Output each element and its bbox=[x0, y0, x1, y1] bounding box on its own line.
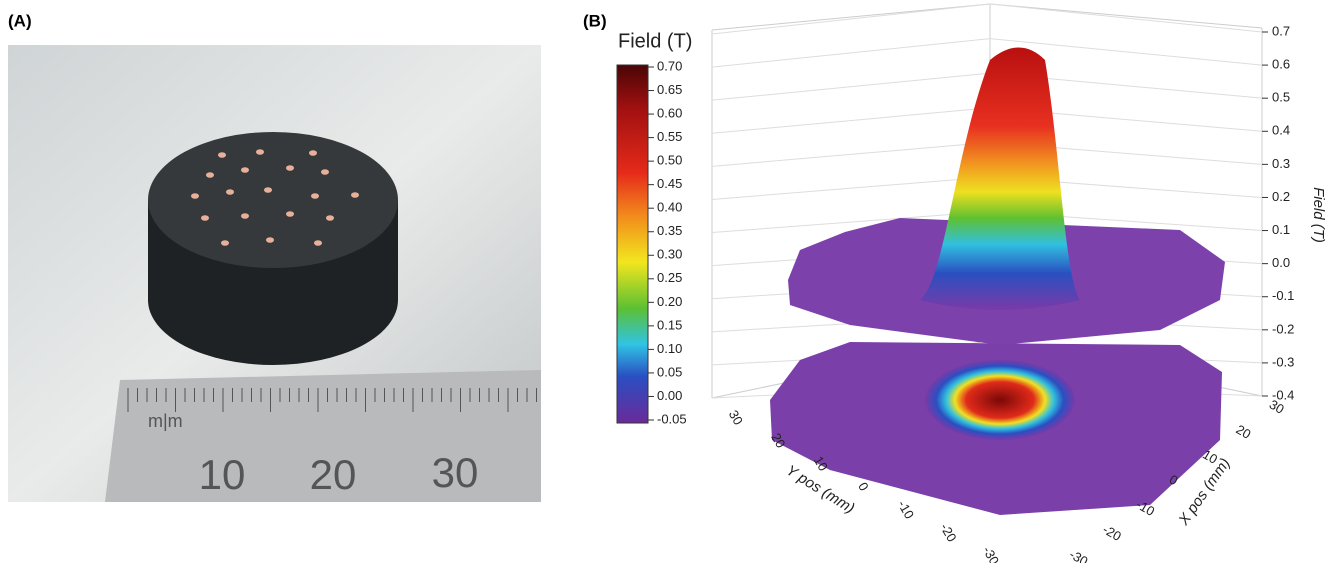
pin bbox=[314, 240, 322, 246]
grid-line bbox=[711, 211, 991, 234]
z-tick-label: -0.1 bbox=[1272, 288, 1294, 303]
pin bbox=[201, 215, 209, 221]
pin bbox=[311, 193, 319, 199]
z-tick-label: 0.7 bbox=[1272, 23, 1290, 38]
colorbar-tick-label: 0.40 bbox=[657, 200, 682, 215]
grid-line bbox=[711, 176, 991, 200]
ruler-label: m|m bbox=[148, 411, 183, 431]
colorbar bbox=[616, 64, 649, 424]
x-tick-label: 30 bbox=[1267, 397, 1287, 417]
panel-label: (B) bbox=[583, 11, 607, 30]
photo: m|m 10 20 30 bbox=[8, 45, 541, 502]
pin bbox=[206, 172, 214, 178]
grid-line bbox=[711, 141, 991, 167]
z-tick-label: 0.0 bbox=[1272, 255, 1290, 270]
y-tick-label: -20 bbox=[937, 521, 959, 545]
grid-line bbox=[711, 72, 991, 101]
z-tick-label: 0.1 bbox=[1272, 222, 1290, 237]
pin bbox=[351, 192, 359, 198]
z-tick-label: -0.2 bbox=[1272, 321, 1294, 336]
colorbar-tick-label: 0.00 bbox=[657, 388, 682, 403]
y-tick-label: 10 bbox=[811, 453, 831, 473]
grid-line bbox=[989, 38, 1263, 66]
colorbar-tick-label: 0.65 bbox=[657, 82, 682, 97]
y-tick-label: -30 bbox=[980, 544, 1002, 563]
z-tick-label: 0.4 bbox=[1272, 123, 1290, 138]
colorbar-tick-label: 0.45 bbox=[657, 176, 682, 191]
y-tick-label: 20 bbox=[768, 430, 788, 450]
pin bbox=[241, 213, 249, 219]
pin bbox=[256, 149, 264, 155]
y-tick-label: 0 bbox=[855, 480, 872, 494]
pin bbox=[266, 237, 274, 243]
grid-line bbox=[711, 3, 991, 35]
colorbar-tick-label: 0.20 bbox=[657, 294, 682, 309]
z-ticks: 0.7 0.6 0.5 0.4 0.3 0.2 0.1 0.0 -0.1 -0.2 -0.3 -0.4 bbox=[1262, 23, 1294, 402]
x-tick-label: -30 bbox=[1067, 547, 1091, 563]
projection-peak bbox=[925, 360, 1075, 440]
colorbar-tick-label: 0.35 bbox=[657, 223, 682, 238]
ruler-label: 20 bbox=[310, 451, 357, 498]
pin bbox=[221, 240, 229, 246]
pin bbox=[241, 167, 249, 173]
colorbar-title: Field (T) bbox=[618, 30, 692, 52]
colorbar-tick-label: 0.30 bbox=[657, 247, 682, 262]
ruler bbox=[105, 370, 541, 502]
colorbar-tick-label: 0.05 bbox=[657, 364, 682, 379]
colorbar-tick-label: 0.10 bbox=[657, 341, 682, 356]
pin bbox=[191, 193, 199, 199]
pin bbox=[309, 150, 317, 156]
magnet-top bbox=[148, 132, 398, 268]
ruler-ticks bbox=[127, 388, 537, 412]
pin bbox=[286, 165, 294, 171]
pin bbox=[326, 215, 334, 221]
colorbar-tick-label: -0.05 bbox=[657, 411, 687, 426]
y-tick-label: 30 bbox=[726, 407, 746, 427]
ruler-label: 10 bbox=[199, 451, 246, 498]
z-tick-label: 0.5 bbox=[1272, 90, 1290, 105]
pin bbox=[321, 169, 329, 175]
z-tick-label: -0.4 bbox=[1272, 387, 1294, 402]
grid-line bbox=[711, 38, 991, 68]
colorbar-tick-label: 0.15 bbox=[657, 317, 682, 332]
z-tick-label: 0.2 bbox=[1272, 189, 1290, 204]
pin bbox=[286, 211, 294, 217]
colorbar-tick-label: 0.70 bbox=[657, 58, 682, 73]
pins bbox=[191, 149, 359, 246]
ruler-label: 30 bbox=[432, 449, 479, 496]
colorbar-tick-label: 0.60 bbox=[657, 106, 682, 121]
colorbar-tick-label: 0.25 bbox=[657, 270, 682, 285]
colorbar-ticks: 0.70 0.65 0.60 0.55 0.50 0.45 0.40 0.35 0.30 0.25… bbox=[648, 58, 687, 426]
pin bbox=[218, 152, 226, 158]
z-tick-label: 0.6 bbox=[1272, 57, 1290, 72]
pin bbox=[226, 189, 234, 195]
grid-line bbox=[711, 107, 991, 134]
colorbar-tick-label: 0.50 bbox=[657, 153, 682, 168]
surface-peak bbox=[920, 47, 1080, 310]
pin bbox=[264, 187, 272, 193]
x-tick-label: 10 bbox=[1200, 447, 1220, 467]
z-tick-label: -0.3 bbox=[1272, 354, 1294, 369]
grid-line bbox=[989, 3, 1263, 33]
y-tick-label: -10 bbox=[895, 498, 917, 522]
z-axis-label: Field (T) bbox=[1310, 187, 1327, 243]
x-tick-label: -20 bbox=[1100, 522, 1124, 544]
colorbar-tick-label: 0.55 bbox=[657, 129, 682, 144]
x-tick-label: 20 bbox=[1233, 422, 1253, 442]
z-tick-label: 0.3 bbox=[1272, 156, 1290, 171]
panel-label: (A) bbox=[8, 11, 32, 30]
